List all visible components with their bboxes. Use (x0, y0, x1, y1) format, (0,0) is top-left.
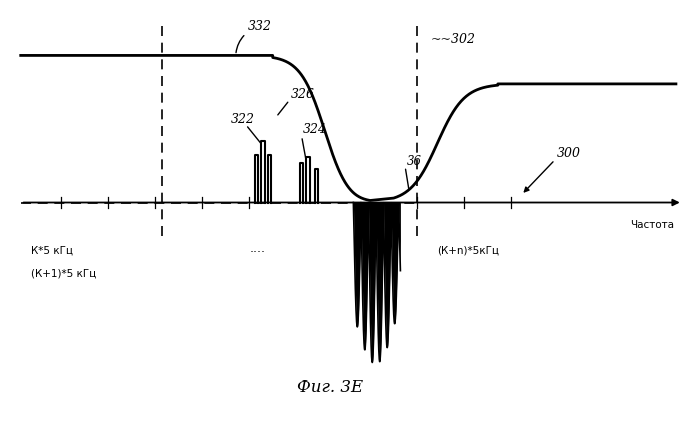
Text: ~~302: ~~302 (430, 33, 475, 46)
Text: 322: 322 (230, 113, 254, 126)
Text: ....: .... (249, 243, 265, 255)
Text: 36: 36 (407, 155, 421, 167)
Text: 324: 324 (303, 123, 327, 136)
Text: Фиг. 3Е: Фиг. 3Е (297, 379, 363, 396)
Text: 326: 326 (291, 88, 315, 101)
Text: 332: 332 (248, 20, 272, 33)
Text: (К+1)*5 кГц: (К+1)*5 кГц (31, 269, 96, 279)
Text: Частота: Частота (631, 220, 674, 229)
Text: (К+n)*5кГц: (К+n)*5кГц (438, 245, 499, 255)
Text: 300: 300 (557, 147, 581, 160)
Text: К*5 кГц: К*5 кГц (31, 245, 73, 255)
